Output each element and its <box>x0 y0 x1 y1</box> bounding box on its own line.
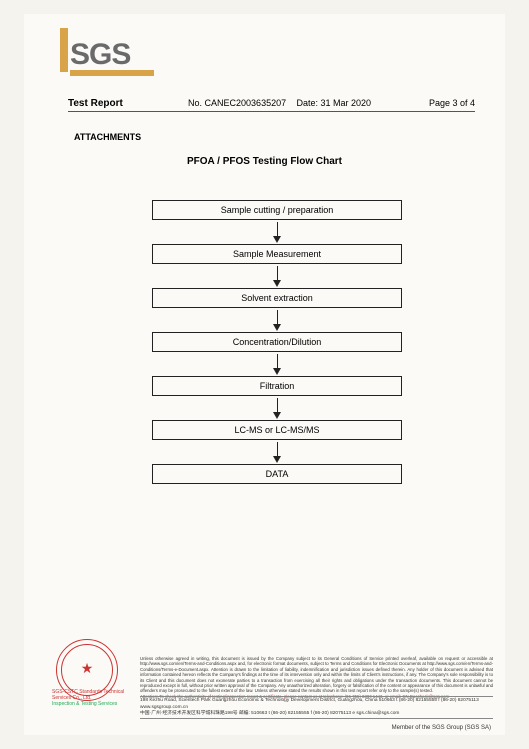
report-number: No. CANEC2003635207 <box>188 98 297 109</box>
logo-text: SGS <box>70 40 130 72</box>
page-indicator: Page 3 of 4 <box>405 98 475 109</box>
flow-node: Sample Measurement <box>152 244 402 264</box>
logo-bar-vertical <box>60 28 68 72</box>
logo-bar-horizontal <box>70 70 154 76</box>
flow-arrow <box>273 354 281 375</box>
flow-arrow <box>273 266 281 287</box>
member-line: Member of the SGS Group (SGS SA) <box>392 725 491 731</box>
report-header: Test Report No. CANEC2003635207 Date: 31… <box>68 98 475 112</box>
flowchart: Sample cutting / preparation Sample Measu… <box>152 200 402 484</box>
flow-node: DATA <box>152 464 402 484</box>
fine-print: Unless otherwise agreed in writing, this… <box>140 656 493 699</box>
sgs-logo: SGS <box>60 28 130 72</box>
report-date: Date: 31 Mar 2020 <box>297 98 406 109</box>
report-title: Test Report <box>68 98 188 109</box>
address-en: 198 Kezhu Road, Scientech Park Guangzhou… <box>140 698 493 710</box>
report-no-label: No. <box>188 98 202 108</box>
flow-node: Concentration/Dilution <box>152 332 402 352</box>
stamp-org: SGS-CSTC Standards Technical Services Co… <box>52 689 142 701</box>
date-label: Date: <box>297 98 319 108</box>
stamp-dept: Inspection & Testing Services <box>52 701 142 707</box>
flow-arrow <box>273 442 281 463</box>
section-heading: ATTACHMENTS <box>74 132 141 142</box>
page-container: SGS Test Report No. CANEC2003635207 Date… <box>24 14 505 735</box>
flow-arrow <box>273 398 281 419</box>
flow-arrow <box>273 222 281 243</box>
footer-address: 198 Kezhu Road, Scientech Park Guangzhou… <box>140 696 493 719</box>
flow-node: Filtration <box>152 376 402 396</box>
flowchart-title: PFOA / PFOS Testing Flow Chart <box>24 156 505 167</box>
report-no-value: CANEC2003635207 <box>205 98 287 108</box>
star-icon: ★ <box>81 660 94 677</box>
date-value: 31 Mar 2020 <box>321 98 372 108</box>
address-cn: 中国·广州·经济技术开发区科学城科珠路198号 邮编: 510663 t (86… <box>140 711 493 717</box>
flow-node: Sample cutting / preparation <box>152 200 402 220</box>
flow-arrow <box>273 310 281 331</box>
flow-node: LC-MS or LC-MS/MS <box>152 420 402 440</box>
stamp-org-label: SGS-CSTC Standards Technical Services Co… <box>52 689 142 707</box>
fine-print-body: Unless otherwise agreed in writing, this… <box>140 656 493 693</box>
flow-node: Solvent extraction <box>152 288 402 308</box>
